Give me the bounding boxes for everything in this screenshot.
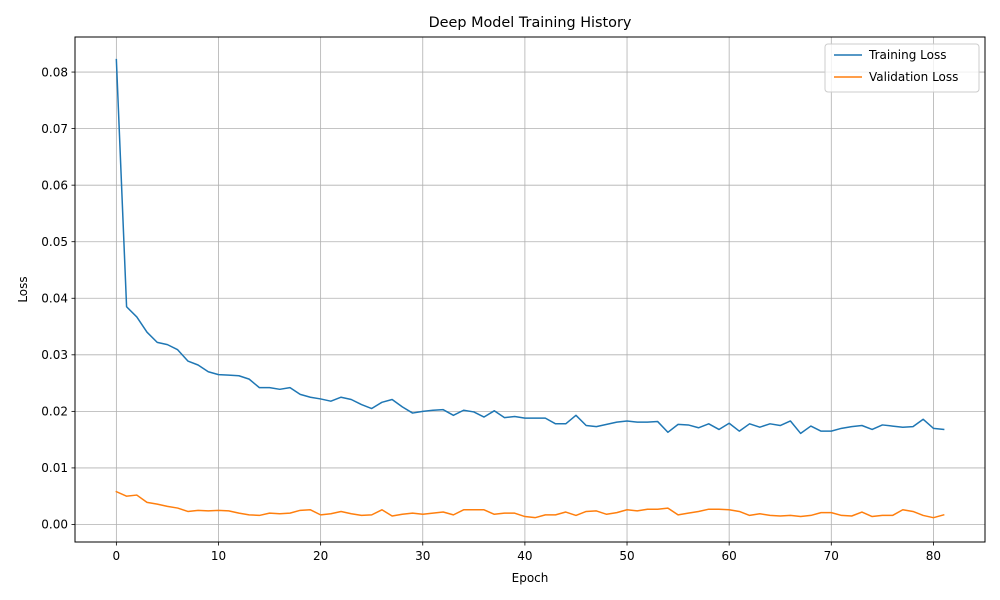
- legend-box: [824, 43, 980, 93]
- y-tick-label: 0.01: [41, 461, 68, 475]
- legend-label-validation: Validation Loss: [869, 70, 958, 84]
- y-tick-label: 0.04: [41, 291, 68, 305]
- x-tick-label: 40: [517, 549, 532, 563]
- x-tick-label: 20: [313, 549, 328, 563]
- plot-frame: [74, 36, 986, 543]
- legend-label-training: Training Loss: [868, 48, 946, 62]
- chart-title: Deep Model Training History: [429, 15, 632, 31]
- x-tick-label: 0: [113, 549, 121, 563]
- plot-background: [75, 37, 985, 542]
- ticks: 0 10 20 30 40 50 60 70 80 0.00 0.01 0.02 0.03 0.04 0.0…: [41, 65, 941, 563]
- grid: [75, 37, 985, 542]
- series-line-training-loss: [115, 58, 945, 435]
- x-tick-label: 60: [722, 549, 737, 563]
- x-tick-label: 50: [619, 549, 634, 563]
- y-tick-label: 0.02: [41, 405, 68, 419]
- y-tick-label: 0.05: [41, 235, 68, 249]
- legend: Training Loss Validation Loss: [824, 43, 980, 93]
- x-axis-label: Epoch: [512, 571, 549, 585]
- series-layer: [115, 58, 945, 519]
- x-tick-label: 30: [415, 549, 430, 563]
- y-tick-label: 0.00: [41, 518, 68, 532]
- y-tick-label: 0.03: [41, 348, 68, 362]
- y-tick-label: 0.08: [41, 65, 68, 79]
- y-tick-label: 0.06: [41, 178, 68, 192]
- x-tick-label: 80: [926, 549, 941, 563]
- y-axis-label: Loss: [16, 276, 30, 302]
- series-line-validation-loss: [115, 490, 945, 519]
- y-tick-label: 0.07: [41, 122, 68, 136]
- x-tick-label: 70: [824, 549, 839, 563]
- x-tick-label: 10: [211, 549, 226, 563]
